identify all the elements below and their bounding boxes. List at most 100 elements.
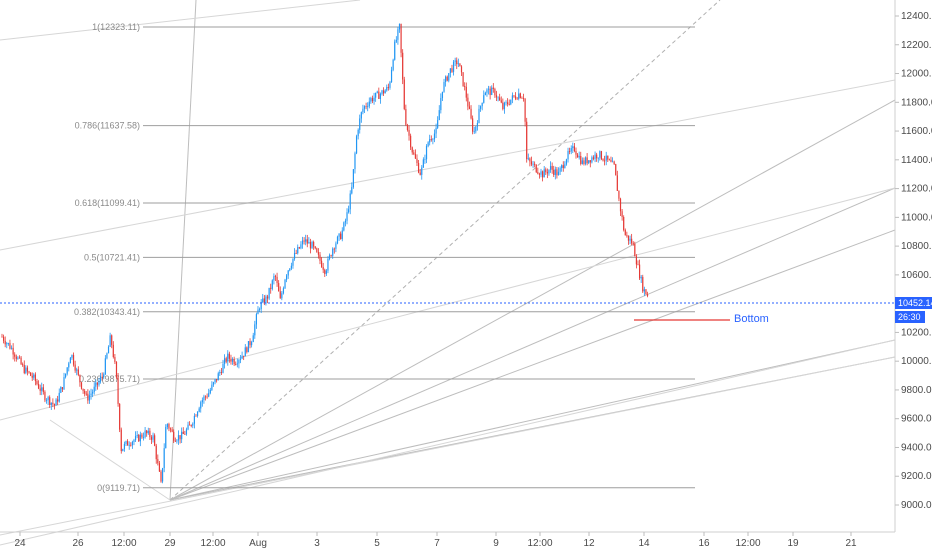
candle-body <box>130 444 132 446</box>
candle-body <box>88 395 91 401</box>
candle-body <box>150 437 153 440</box>
candle-body <box>599 151 601 158</box>
candle-body <box>71 354 73 358</box>
candle-body <box>160 471 162 482</box>
candle-body <box>586 157 588 164</box>
candle-body <box>324 269 326 274</box>
price-tick-label: 10600.00 <box>901 270 932 281</box>
candle-body <box>532 163 534 165</box>
candle-body <box>448 73 450 81</box>
trend-line[interactable] <box>49 419 171 501</box>
candle-body <box>185 429 188 435</box>
candle-body <box>487 88 490 90</box>
candle-body <box>472 118 474 132</box>
candle-body <box>381 90 383 94</box>
candle-body <box>76 369 78 371</box>
candle-body <box>85 393 87 395</box>
candle-body <box>286 275 288 280</box>
candle-body <box>594 154 596 159</box>
candle-body <box>201 400 203 403</box>
candle-body <box>270 287 272 289</box>
candle-body <box>254 324 256 336</box>
candle-body <box>602 159 604 161</box>
candle-body <box>559 168 561 172</box>
candle-body <box>429 139 431 143</box>
candle-body <box>125 441 127 444</box>
fib-level-label: 1(12323.11) <box>92 22 140 32</box>
candle-body <box>332 248 334 256</box>
countdown-badge <box>895 311 925 323</box>
candle-body <box>195 415 197 417</box>
time-tick-label: 19 <box>787 538 799 549</box>
candle-body <box>435 127 437 134</box>
candle-body <box>247 341 250 353</box>
bottom-label[interactable]: Bottom <box>734 313 769 325</box>
candle-body <box>278 283 280 292</box>
candle-body <box>441 91 444 99</box>
candle-body <box>643 289 645 292</box>
candle-body <box>370 98 372 102</box>
candle-body <box>605 155 607 161</box>
candle-body <box>362 108 364 113</box>
fib-level-label: 0.382(10343.41) <box>74 307 140 317</box>
trend-line[interactable] <box>0 0 361 41</box>
candle-body <box>111 335 113 345</box>
annotations[interactable]: Bottom <box>634 313 769 325</box>
candle-body <box>549 166 552 170</box>
fib-retracement[interactable]: 1(12323.11) 0.786(11637.58) 0.618(11099.41… <box>74 22 695 493</box>
candle-body <box>634 243 636 257</box>
fan-line[interactable] <box>169 187 896 501</box>
candle-body <box>225 358 227 362</box>
time-tick-label: 12:00 <box>111 538 136 549</box>
candle-body <box>146 430 148 434</box>
fan-line[interactable] <box>169 0 197 501</box>
candle-body <box>451 68 453 72</box>
fib-level-label: 0.786(11637.58) <box>75 121 140 131</box>
candle-body <box>572 146 574 149</box>
candle-body <box>192 423 194 426</box>
fan-line[interactable] <box>169 229 896 501</box>
candle-body <box>266 296 269 299</box>
candle-body <box>430 139 432 140</box>
candle-body <box>106 353 108 359</box>
candle-body <box>348 209 350 213</box>
candle-body <box>246 347 248 353</box>
candle-body <box>460 66 463 73</box>
trend-line[interactable] <box>0 356 896 536</box>
candle-body <box>511 95 513 100</box>
candle-body <box>642 276 644 292</box>
candle-body <box>298 247 300 249</box>
candle-body <box>343 222 345 231</box>
candle-body <box>163 448 165 469</box>
fan-line[interactable] <box>169 0 721 501</box>
candle-body <box>138 434 140 442</box>
time-axis-ticks: 24 26 12:00 29 12:00 Aug 3 5 7 9 12:00 12 14 16 12:00 1… <box>14 532 857 549</box>
time-tick-label: 26 <box>72 538 84 549</box>
candle-body <box>169 428 172 430</box>
price-axis[interactable]: 12400.00 12200.00 12000.00 11800.00 11600.00… <box>894 0 932 532</box>
time-axis[interactable]: 24 26 12:00 29 12:00 Aug 3 5 7 9 12:00 12 14 16 12:00 1… <box>0 531 895 549</box>
candle-body <box>4 340 6 345</box>
candle-body <box>403 79 405 110</box>
time-tick-label: 29 <box>164 538 176 549</box>
trend-line[interactable] <box>0 79 896 251</box>
trend-line[interactable] <box>0 187 896 421</box>
candle-body <box>157 459 159 464</box>
candle-body <box>92 391 94 394</box>
candle-body <box>107 346 110 354</box>
candle-body <box>123 443 126 449</box>
candle-body <box>309 242 312 249</box>
candle-body <box>1 336 3 338</box>
time-tick-label: 12:00 <box>527 538 552 549</box>
candle-body <box>23 365 25 374</box>
fan-line[interactable] <box>169 99 896 501</box>
candle-body <box>576 154 579 158</box>
candle-body <box>176 440 178 442</box>
candle-body <box>524 98 526 122</box>
trend-line[interactable] <box>0 339 896 546</box>
candle-body <box>341 230 343 240</box>
time-tick-label: 12:00 <box>735 538 760 549</box>
fan-line[interactable] <box>169 339 896 501</box>
